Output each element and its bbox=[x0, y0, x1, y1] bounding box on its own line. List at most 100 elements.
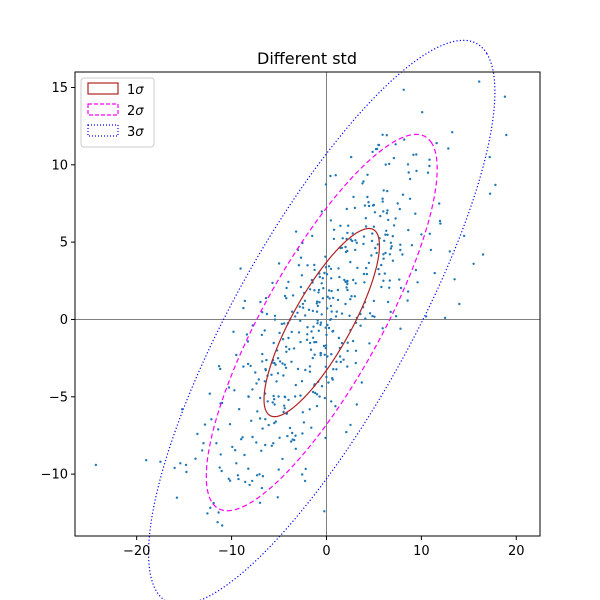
data-point bbox=[371, 204, 375, 207]
data-point bbox=[311, 234, 314, 238]
data-point bbox=[260, 333, 264, 337]
data-point bbox=[264, 369, 267, 372]
data-point bbox=[210, 418, 213, 421]
data-point bbox=[336, 288, 340, 292]
data-point bbox=[458, 302, 461, 306]
data-point bbox=[255, 382, 258, 385]
data-point bbox=[324, 344, 328, 347]
data-point bbox=[228, 479, 232, 482]
data-point bbox=[389, 241, 393, 244]
data-point bbox=[270, 444, 273, 447]
data-point bbox=[339, 224, 342, 227]
data-point bbox=[362, 180, 365, 183]
data-point bbox=[399, 286, 403, 290]
data-point bbox=[317, 329, 320, 332]
data-point bbox=[260, 486, 264, 490]
data-point bbox=[368, 342, 371, 345]
data-point bbox=[406, 290, 410, 293]
data-point bbox=[406, 163, 410, 166]
data-point bbox=[396, 202, 399, 205]
data-point bbox=[394, 143, 397, 146]
data-point bbox=[345, 207, 348, 211]
data-point bbox=[330, 400, 333, 403]
ellipse-2sigma bbox=[205, 133, 438, 512]
data-point bbox=[330, 277, 333, 280]
data-point bbox=[371, 314, 374, 318]
data-point bbox=[367, 261, 371, 265]
data-point bbox=[288, 348, 291, 351]
data-point bbox=[238, 408, 241, 411]
data-point bbox=[414, 212, 417, 215]
data-point bbox=[330, 289, 333, 293]
legend-swatch-3sigma bbox=[87, 124, 119, 137]
data-point bbox=[329, 304, 333, 308]
data-point bbox=[384, 233, 387, 236]
data-point bbox=[209, 506, 212, 509]
sigma-ellipses bbox=[147, 39, 496, 600]
data-point bbox=[325, 375, 328, 379]
scatter-points bbox=[94, 80, 508, 527]
data-point bbox=[273, 421, 276, 425]
data-point bbox=[324, 326, 327, 329]
data-point bbox=[283, 363, 287, 366]
data-point bbox=[308, 288, 312, 291]
data-point bbox=[282, 410, 285, 414]
data-point bbox=[488, 192, 492, 195]
data-point bbox=[435, 141, 438, 145]
data-point bbox=[283, 294, 287, 298]
data-point bbox=[276, 372, 280, 375]
data-point bbox=[281, 362, 284, 365]
data-point bbox=[175, 496, 179, 499]
data-point bbox=[236, 474, 240, 477]
data-point bbox=[338, 275, 341, 279]
data-point bbox=[194, 457, 197, 460]
data-point bbox=[290, 360, 293, 363]
data-point bbox=[354, 248, 357, 252]
data-point bbox=[245, 333, 249, 336]
data-point bbox=[349, 423, 352, 427]
data-point bbox=[392, 156, 396, 160]
data-point bbox=[359, 324, 362, 327]
data-point bbox=[306, 264, 309, 267]
data-point bbox=[349, 260, 352, 264]
data-point bbox=[315, 302, 318, 305]
data-point bbox=[379, 214, 382, 218]
plot-frame bbox=[74, 71, 541, 537]
data-point bbox=[278, 436, 281, 439]
data-point bbox=[420, 233, 423, 236]
data-point bbox=[283, 407, 286, 410]
data-point bbox=[294, 447, 297, 450]
data-point bbox=[428, 164, 431, 168]
data-point bbox=[309, 348, 313, 351]
data-point bbox=[362, 242, 365, 246]
legend-label-1sigma: 1σ bbox=[127, 83, 144, 98]
data-point bbox=[241, 436, 244, 439]
data-point bbox=[380, 285, 383, 289]
legend: 1σ 2σ 3σ bbox=[80, 77, 155, 148]
data-point bbox=[239, 267, 242, 270]
data-point bbox=[335, 310, 338, 313]
ellipse-1sigma bbox=[263, 227, 381, 418]
data-point bbox=[372, 225, 376, 228]
data-point bbox=[217, 365, 221, 368]
data-point bbox=[301, 302, 305, 306]
data-point bbox=[366, 173, 369, 176]
data-point bbox=[308, 370, 312, 373]
data-point bbox=[248, 483, 251, 487]
data-point bbox=[313, 341, 316, 344]
data-point bbox=[320, 385, 324, 388]
data-point bbox=[332, 368, 335, 371]
data-point bbox=[428, 232, 431, 235]
legend-label-2sigma: 2σ bbox=[127, 104, 144, 119]
data-point bbox=[294, 315, 297, 318]
data-point bbox=[306, 326, 309, 329]
data-point bbox=[340, 312, 344, 315]
data-point bbox=[290, 310, 294, 313]
data-point bbox=[388, 279, 391, 282]
data-point bbox=[364, 225, 368, 228]
data-point bbox=[179, 462, 182, 465]
data-point bbox=[387, 218, 390, 222]
data-point bbox=[505, 133, 508, 137]
data-point bbox=[352, 278, 355, 282]
